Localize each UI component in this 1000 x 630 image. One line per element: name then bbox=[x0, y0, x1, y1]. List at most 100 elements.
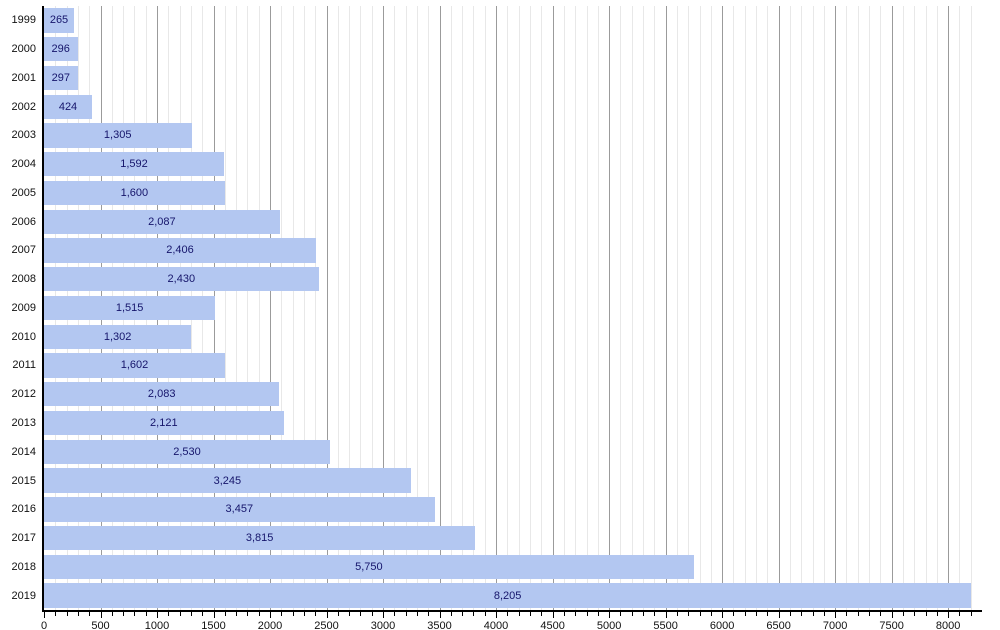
x-minor-tick bbox=[563, 612, 565, 616]
gridline-minor bbox=[789, 6, 791, 610]
x-minor-tick bbox=[473, 612, 475, 616]
bar-value-label: 2,087 bbox=[148, 215, 176, 228]
x-minor-tick bbox=[756, 612, 757, 616]
x-minor-tick bbox=[880, 612, 882, 616]
x-minor-tick bbox=[360, 612, 362, 616]
y-axis-label: 2004 bbox=[11, 158, 36, 171]
bar: 2,121 bbox=[44, 410, 284, 436]
bar: 1,515 bbox=[44, 295, 216, 321]
bar-value-label: 2,121 bbox=[150, 417, 178, 430]
x-minor-tick bbox=[676, 612, 678, 616]
bar: 297 bbox=[44, 65, 78, 91]
y-axis-label: 2002 bbox=[11, 100, 36, 113]
bar: 1,592 bbox=[44, 152, 224, 177]
x-major-tick bbox=[439, 612, 441, 618]
x-minor-tick bbox=[123, 612, 125, 616]
gridline-minor bbox=[462, 6, 464, 610]
x-minor-tick bbox=[902, 612, 904, 616]
gridline-major bbox=[778, 6, 780, 610]
bar: 3,815 bbox=[44, 525, 476, 551]
gridline-minor bbox=[405, 6, 407, 610]
x-minor-tick bbox=[111, 612, 113, 616]
gridline-major bbox=[496, 6, 497, 610]
bar-value-label: 265 bbox=[49, 14, 69, 27]
bar-value-label: 3,457 bbox=[225, 503, 254, 516]
y-axis-label: 2016 bbox=[11, 503, 36, 516]
x-minor-tick bbox=[710, 612, 712, 616]
bar: 8,205 bbox=[44, 583, 972, 608]
gridline-minor bbox=[846, 6, 848, 610]
gridline-minor bbox=[925, 6, 927, 610]
x-minor-tick bbox=[405, 612, 407, 616]
bar: 265 bbox=[44, 8, 74, 33]
gridline-minor bbox=[902, 6, 904, 610]
x-minor-tick bbox=[801, 612, 803, 616]
bar: 1,600 bbox=[44, 180, 225, 206]
x-major-tick bbox=[270, 612, 271, 618]
x-tick-label: 5500 bbox=[653, 620, 678, 630]
x-tick-label: 6500 bbox=[766, 620, 791, 630]
x-tick-label: 7000 bbox=[822, 620, 848, 630]
gridline-minor bbox=[812, 6, 814, 610]
y-axis-label: 2008 bbox=[11, 273, 36, 286]
gridline-minor bbox=[507, 6, 509, 610]
x-minor-tick bbox=[744, 612, 746, 616]
y-axis-label: 2000 bbox=[11, 43, 36, 56]
bar-value-label: 2,530 bbox=[173, 445, 201, 458]
x-minor-tick bbox=[925, 612, 927, 616]
bar: 3,245 bbox=[44, 468, 411, 493]
gridline-minor bbox=[756, 6, 757, 610]
x-tick-label: 1000 bbox=[144, 620, 170, 630]
x-tick-label: 3000 bbox=[370, 620, 396, 630]
bar-value-label: 1,592 bbox=[120, 158, 148, 171]
bar-value-label: 5,750 bbox=[355, 560, 383, 573]
x-minor-tick bbox=[767, 612, 769, 616]
x-tick-label: 1500 bbox=[201, 620, 226, 630]
gridline-minor bbox=[631, 6, 633, 610]
y-axis-label: 2015 bbox=[11, 474, 36, 487]
x-minor-tick bbox=[134, 612, 136, 616]
gridline-minor bbox=[416, 6, 418, 610]
bar: 424 bbox=[44, 94, 92, 119]
x-tick-label: 4500 bbox=[540, 620, 565, 630]
gridline-minor bbox=[247, 6, 249, 610]
x-minor-tick bbox=[914, 612, 916, 616]
x-major-tick bbox=[44, 612, 45, 618]
x-minor-tick bbox=[89, 612, 91, 616]
y-axis-label: 2012 bbox=[11, 388, 36, 401]
x-minor-tick bbox=[484, 612, 486, 616]
bar-value-label: 8,205 bbox=[493, 589, 522, 602]
gridline-minor bbox=[303, 6, 305, 610]
bar: 296 bbox=[44, 37, 78, 62]
x-major-tick bbox=[665, 612, 667, 618]
y-axis-label: 2001 bbox=[11, 71, 36, 84]
x-minor-tick bbox=[224, 612, 226, 616]
x-minor-tick bbox=[733, 612, 735, 616]
gridline-major bbox=[439, 6, 441, 610]
gridline-major bbox=[722, 6, 724, 610]
x-minor-tick bbox=[597, 612, 599, 616]
x-minor-tick bbox=[292, 612, 294, 616]
bar-value-label: 1,600 bbox=[120, 186, 149, 199]
y-axis-label: 2013 bbox=[11, 417, 36, 430]
y-axis-label: 2018 bbox=[11, 560, 36, 573]
bar-value-label: 424 bbox=[58, 100, 78, 113]
plot-area: 265 296 297 424 1,305 1,592 1,600 2,087 2,406 2,4… bbox=[44, 6, 982, 610]
x-minor-tick bbox=[789, 612, 791, 616]
x-minor-tick bbox=[179, 612, 181, 616]
x-minor-tick bbox=[857, 612, 859, 616]
x-minor-tick bbox=[936, 612, 938, 616]
x-tick-label: 4000 bbox=[483, 620, 509, 630]
gridline-minor bbox=[563, 6, 565, 610]
gridline-minor bbox=[473, 6, 475, 610]
y-axis-label: 2007 bbox=[11, 244, 36, 257]
x-minor-tick bbox=[688, 612, 690, 616]
bar-value-label: 297 bbox=[51, 71, 70, 84]
gridline-minor bbox=[597, 6, 599, 610]
x-minor-tick bbox=[247, 612, 249, 616]
x-minor-tick bbox=[281, 612, 283, 616]
x-minor-tick bbox=[823, 612, 825, 616]
x-major-tick bbox=[213, 612, 215, 618]
x-minor-tick bbox=[643, 612, 644, 616]
x-minor-tick bbox=[959, 612, 961, 616]
